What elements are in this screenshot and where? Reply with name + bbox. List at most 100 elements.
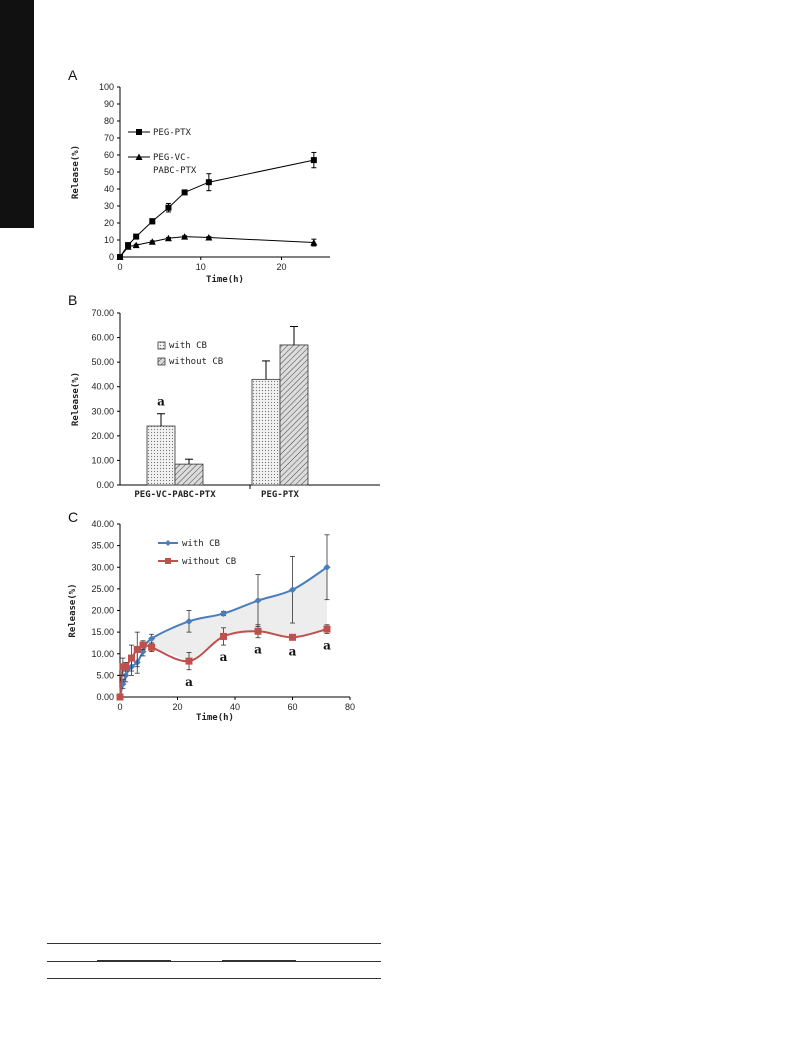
x-tick-label: 10 <box>196 262 206 272</box>
legend-marker <box>136 129 142 135</box>
legend-label: without CB <box>169 357 223 367</box>
data-point <box>133 645 141 653</box>
legend-swatch <box>157 357 166 366</box>
y-tick-label: 0.00 <box>96 480 114 490</box>
data-point <box>181 233 189 240</box>
significance-mark: a <box>289 644 297 658</box>
legend-label: PABC-PTX <box>153 166 197 176</box>
y-tick-label: 30.00 <box>91 406 114 416</box>
data-point <box>148 635 156 643</box>
data-point <box>185 617 193 625</box>
category-label: PEG-PTX <box>261 490 300 500</box>
data-point <box>149 218 156 225</box>
data-point <box>181 189 188 196</box>
bar <box>174 463 204 486</box>
data-point <box>254 597 262 605</box>
data-point <box>220 632 227 640</box>
data-point <box>116 693 124 701</box>
category-label: PEG-VC-PABC-PTX <box>134 490 216 500</box>
difference-area <box>151 567 327 662</box>
chart-panel-b: B 0.00 10.00 20.00 30.00 40.00 50.00 60.00 70.00… <box>60 290 380 520</box>
chart-a-svg: A 0 10 20 30 40 50 60 70 80 90 100 0 10 20 Time(h) Relea… <box>68 67 330 285</box>
table-bottom-rule <box>47 978 381 979</box>
y-tick-label: 10 <box>104 235 114 245</box>
data-point <box>132 241 140 249</box>
chart-c-svg: C 0.00 5.00 10.00 15.00 20.00 25.00 30.00 35.00 4… <box>68 509 355 723</box>
y-tick-label: 10.00 <box>91 649 114 659</box>
side-tab <box>0 0 34 228</box>
table-span-rule-1 <box>97 960 171 961</box>
y-axis-label: Release(%) <box>71 372 81 426</box>
data-point <box>310 239 318 246</box>
significance-mark: a <box>220 650 228 664</box>
data-point <box>323 625 331 633</box>
y-tick-label: 40.00 <box>91 519 114 529</box>
data-point <box>124 243 132 250</box>
y-tick-label: 10.00 <box>91 455 114 465</box>
data-point <box>289 633 296 641</box>
data-point <box>323 563 331 571</box>
significance-mark: a <box>254 643 262 657</box>
x-tick-label: 40 <box>230 702 240 712</box>
y-axis-label: Release(%) <box>68 583 78 637</box>
table-top-rule <box>47 943 381 944</box>
data-point <box>116 253 124 260</box>
bar <box>251 378 281 486</box>
data-point <box>139 648 147 656</box>
x-axis-label: Time(h) <box>196 712 234 723</box>
chart-panel-a: A 0 10 20 30 40 50 60 70 80 90 100 0 10 20 Time(h) Relea… <box>60 65 380 295</box>
panel-letter-c: C <box>68 509 78 525</box>
data-point <box>220 610 227 618</box>
panel-letter-b: B <box>68 292 77 308</box>
significance-mark: a <box>185 675 193 689</box>
data-point <box>289 586 296 594</box>
legend-marker <box>165 540 171 546</box>
data-point <box>165 204 172 211</box>
x-tick-label: 0 <box>117 702 122 712</box>
y-tick-label: 20 <box>104 218 114 228</box>
chart-panel-c: C 0.00 5.00 10.00 15.00 20.00 25.00 30.00 35.00 4… <box>60 505 380 735</box>
y-tick-label: 60.00 <box>91 333 114 343</box>
y-tick-label: 40 <box>104 184 114 194</box>
y-tick-label: 50.00 <box>91 357 114 367</box>
x-axis-label: Time(h) <box>206 274 244 285</box>
bar <box>279 344 309 486</box>
chart-b-svg: B 0.00 10.00 20.00 30.00 40.00 50.00 60.00 70.00… <box>68 292 380 500</box>
data-point <box>205 179 212 186</box>
y-tick-label: 50 <box>104 167 114 177</box>
y-tick-label: 20.00 <box>91 606 114 616</box>
series-line <box>119 236 314 258</box>
y-tick-label: 15.00 <box>91 627 114 637</box>
y-tick-label: 40.00 <box>91 382 114 392</box>
data-point <box>164 234 172 242</box>
y-tick-label: 100 <box>99 82 114 92</box>
y-tick-label: 70.00 <box>91 308 114 318</box>
y-tick-label: 80 <box>104 116 114 126</box>
x-tick-label: 20 <box>172 702 182 712</box>
y-tick-label: 35.00 <box>91 541 114 551</box>
data-point <box>139 641 147 649</box>
panel-letter-a: A <box>68 67 78 83</box>
significance-mark: a <box>157 395 165 409</box>
table-span-rule-2 <box>222 960 296 961</box>
table-mid-rule <box>47 961 381 962</box>
legend-marker <box>165 558 171 564</box>
data-point <box>122 663 130 671</box>
data-point <box>254 627 262 635</box>
legend-label: PEG-PTX <box>153 128 192 138</box>
data-point <box>148 643 156 651</box>
y-axis-label: Release(%) <box>71 145 81 199</box>
y-tick-label: 60 <box>104 150 114 160</box>
y-tick-label: 90 <box>104 99 114 109</box>
legend-marker <box>135 153 143 160</box>
data-point <box>148 238 156 245</box>
legend-label: PEG-VC- <box>153 153 191 163</box>
data-point <box>128 654 135 662</box>
y-tick-label: 5.00 <box>96 670 114 680</box>
legend-label: without CB <box>182 557 236 567</box>
data-point <box>205 233 213 241</box>
y-tick-label: 0 <box>109 252 114 262</box>
data-point <box>122 671 130 679</box>
data-point <box>185 657 193 665</box>
y-tick-label: 30 <box>104 201 114 211</box>
